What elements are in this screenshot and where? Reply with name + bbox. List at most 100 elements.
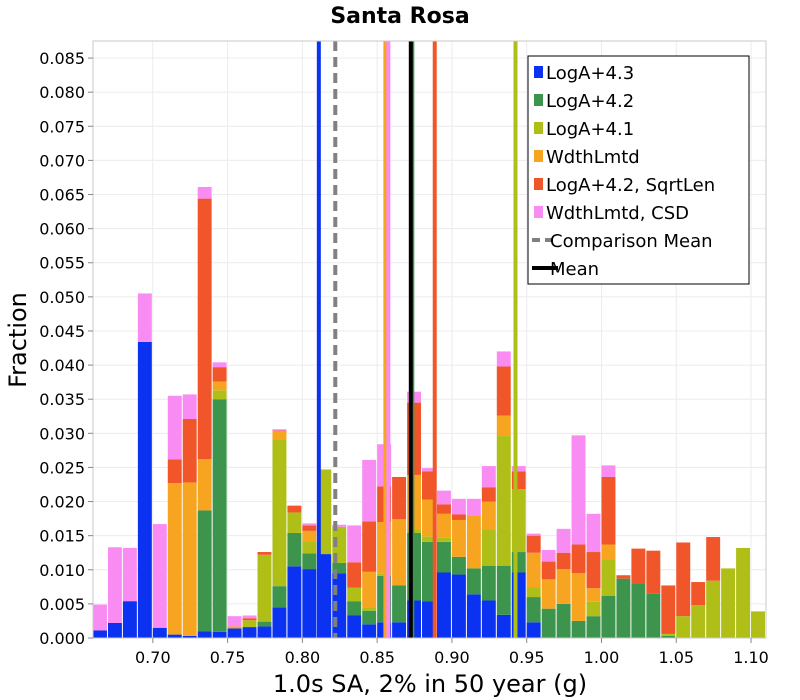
bar-segment bbox=[541, 549, 556, 562]
bar-segment bbox=[302, 523, 317, 526]
bar-segment bbox=[436, 537, 451, 542]
bar-segment bbox=[422, 499, 436, 537]
y-tick-label: 0.025 bbox=[39, 458, 85, 477]
bar-segment bbox=[661, 635, 676, 638]
bar-segment bbox=[392, 622, 407, 638]
x-tick-label: 0.90 bbox=[434, 648, 470, 667]
bar-segment bbox=[227, 628, 242, 638]
bar-segment bbox=[481, 466, 496, 488]
bar-segment bbox=[257, 626, 272, 638]
bar-segment bbox=[93, 604, 107, 631]
legend-swatch bbox=[534, 150, 543, 162]
bar-segment bbox=[481, 487, 496, 502]
bar-segment bbox=[541, 579, 556, 609]
x-axis-label: 1.0s SA, 2% in 50 year (g) bbox=[273, 670, 587, 698]
bar-segment bbox=[392, 476, 407, 520]
bar-segment bbox=[257, 552, 272, 555]
bar-segment bbox=[541, 561, 556, 580]
bar-segment bbox=[422, 468, 436, 472]
bar-segment bbox=[362, 610, 377, 625]
bar-segment bbox=[392, 519, 407, 586]
bar-segment bbox=[347, 562, 362, 588]
bar-segment bbox=[646, 550, 661, 594]
bar-segment bbox=[481, 501, 496, 530]
bar-segment bbox=[691, 605, 706, 638]
x-tick-label: 0.95 bbox=[509, 648, 545, 667]
bar-segment bbox=[601, 595, 616, 638]
bar-segment bbox=[197, 459, 212, 511]
bar-segment bbox=[706, 537, 721, 581]
y-tick-label: 0.080 bbox=[39, 83, 85, 102]
bar-segment bbox=[616, 578, 631, 638]
legend-swatch bbox=[534, 206, 543, 218]
bar-segment bbox=[167, 483, 182, 635]
bar-segment bbox=[242, 615, 257, 619]
x-tick-label: 1.00 bbox=[584, 648, 620, 667]
bar-segment bbox=[451, 574, 466, 638]
bar-segment bbox=[212, 631, 227, 638]
y-tick-label: 0.010 bbox=[39, 561, 85, 580]
bar-segment bbox=[272, 607, 287, 638]
y-tick-label: 0.015 bbox=[39, 527, 85, 546]
bar-segment bbox=[526, 587, 541, 598]
bar-segment bbox=[526, 622, 541, 638]
legend-label: Mean bbox=[550, 259, 599, 280]
bar-segment bbox=[481, 600, 496, 638]
bar-segment bbox=[751, 611, 765, 638]
bar-segment bbox=[362, 607, 377, 611]
bar-segment bbox=[347, 601, 362, 616]
bar-segment bbox=[332, 562, 347, 574]
y-tick-label: 0.075 bbox=[39, 117, 85, 136]
bar-segment bbox=[466, 594, 481, 638]
bar-segment bbox=[242, 618, 257, 621]
bar-segment bbox=[93, 630, 107, 638]
legend-box bbox=[527, 55, 750, 285]
bar-segment bbox=[107, 547, 122, 623]
bar-segment bbox=[496, 614, 511, 638]
bar-segment bbox=[436, 490, 451, 505]
bar-segment bbox=[436, 513, 451, 538]
bar-segment bbox=[436, 541, 451, 573]
bar-segment bbox=[436, 572, 451, 638]
bar-segment bbox=[631, 583, 646, 638]
y-tick-label: 0.005 bbox=[39, 595, 85, 614]
bar-segment bbox=[287, 512, 302, 533]
x-tick-label: 0.70 bbox=[135, 648, 171, 667]
bar-segment bbox=[451, 514, 466, 520]
legend-label: WdthLmtd, CSD bbox=[546, 203, 689, 224]
bar-segment bbox=[556, 552, 571, 570]
bar-segment bbox=[586, 588, 601, 602]
bar-segment bbox=[676, 616, 691, 638]
bar-segment bbox=[496, 415, 511, 437]
bar-segment bbox=[601, 559, 616, 596]
bar-segment bbox=[721, 568, 736, 638]
bar-segment bbox=[736, 547, 751, 638]
x-axis-ticks: 0.70 0.75 0.80 0.85 0.90 0.95 1.00 1.05 1.10 bbox=[135, 638, 769, 667]
bar-segment bbox=[227, 626, 242, 629]
y-tick-label: 0.020 bbox=[39, 493, 85, 512]
bar-segment bbox=[272, 429, 287, 431]
bar-segment bbox=[287, 505, 302, 513]
bar-segment bbox=[167, 395, 182, 460]
bar-segment bbox=[332, 524, 347, 527]
y-axis-ticks: 0.000 0.005 0.010 0.015 0.020 0.025 0.030 0.035… bbox=[39, 49, 93, 648]
bar-segment bbox=[107, 622, 122, 638]
bar-segment bbox=[422, 471, 436, 500]
legend-label: LogA+4.1 bbox=[546, 119, 634, 140]
bar-segment bbox=[212, 367, 227, 382]
bar-segment bbox=[137, 341, 152, 638]
bar-segment bbox=[511, 466, 526, 472]
bar-segment bbox=[257, 554, 272, 622]
x-tick-label: 1.05 bbox=[658, 648, 694, 667]
x-tick-label: 0.75 bbox=[210, 648, 246, 667]
chart-title: Santa Rosa bbox=[330, 4, 469, 29]
bar-segment bbox=[556, 603, 571, 638]
bar-segment bbox=[182, 482, 197, 636]
bar-segment bbox=[466, 568, 481, 595]
bar-segment bbox=[287, 532, 302, 567]
bar-segment bbox=[526, 597, 541, 623]
bar-segment bbox=[302, 553, 317, 570]
bar-segment bbox=[197, 198, 212, 460]
x-tick-label: 0.80 bbox=[285, 648, 321, 667]
